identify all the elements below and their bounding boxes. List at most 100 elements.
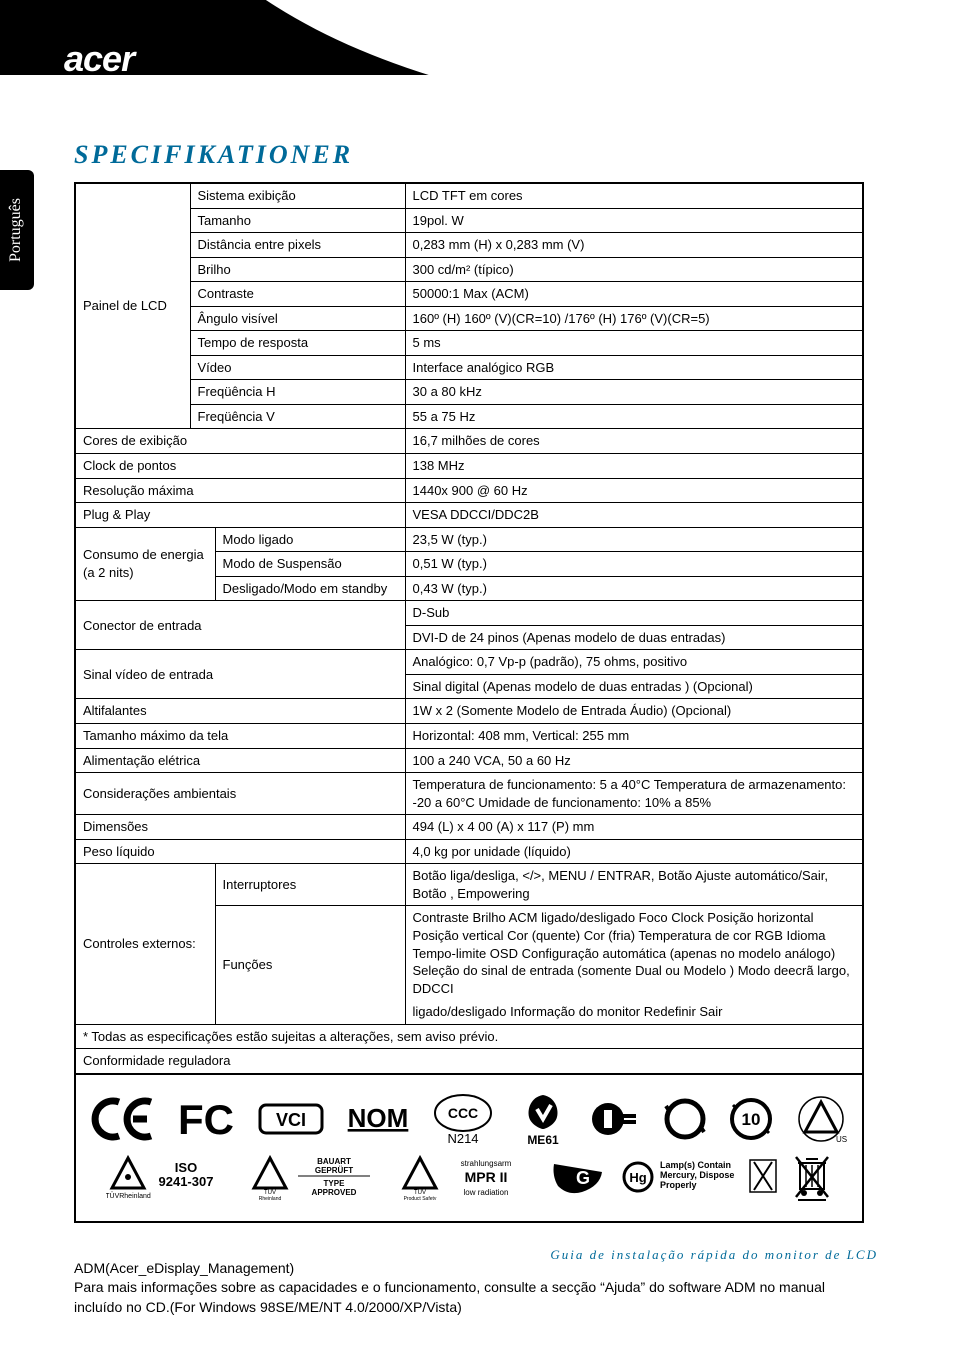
row-label: Controles externos:	[75, 864, 215, 1024]
row-label: Dimensões	[75, 815, 405, 840]
page-title: SPECIFIKATIONER	[74, 140, 864, 170]
ctick-icon: ME61	[515, 1091, 571, 1147]
row-value: Botão liga/desliga, </>, MENU / ENTRAR, …	[405, 864, 863, 906]
table-row: VídeoInterface analógico RGB	[75, 355, 863, 380]
svg-text:VCI: VCI	[276, 1110, 306, 1130]
svg-text:MPR II: MPR II	[465, 1169, 508, 1185]
table-row: Altifalantes1W x 2 (Somente Modelo de En…	[75, 699, 863, 724]
row-label: Consumo de energia (a 2 nits)	[75, 527, 215, 601]
row-value: 23,5 W (typ.)	[405, 527, 863, 552]
ce-icon	[89, 1096, 159, 1142]
fcc-icon: FC	[178, 1096, 238, 1142]
table-row: Sinal vídeo de entrada Analógico: 0,7 Vp…	[75, 650, 863, 675]
table-row: Alimentação elétrica100 a 240 VCA, 50 a …	[75, 748, 863, 773]
svg-text:NOM: NOM	[347, 1103, 408, 1133]
certifications-box: FC VCI NOM CCC N214 ME61 10 US TÜVRheinla…	[74, 1075, 864, 1223]
footnote-row: * Todas as especificações estão sujeitas…	[75, 1024, 863, 1049]
row-label: Tamanho máximo da tela	[75, 724, 405, 749]
row-label: Painel de LCD	[75, 183, 190, 429]
table-row: Tamanho19pol. W	[75, 208, 863, 233]
row-value: 100 a 240 VCA, 50 a 60 Hz	[405, 748, 863, 773]
plug-icon	[590, 1096, 642, 1142]
svg-text:FC: FC	[178, 1096, 234, 1142]
table-row: Clock de pontos138 MHz	[75, 454, 863, 479]
row-label: Clock de pontos	[75, 454, 405, 479]
svg-text:CCC: CCC	[448, 1105, 478, 1121]
row-value: VESA DDCCI/DDC2B	[405, 503, 863, 528]
svg-text:strahlungsarm: strahlungsarm	[461, 1159, 512, 1168]
compliance-label: Conformidade reguladora	[75, 1049, 863, 1074]
svg-text:APPROVED: APPROVED	[312, 1188, 357, 1197]
nom-icon: NOM	[344, 1097, 412, 1141]
row-value: 160º (H) 160º (V)(CR=10) /176º (H) 176º …	[405, 306, 863, 331]
row-value: 0,43 W (typ.)	[405, 576, 863, 601]
tuv-bauart-icon: TÜV Rheinland BAUART GEPRÜFT TYPE APPROV…	[248, 1154, 384, 1200]
svg-text:US: US	[836, 1135, 847, 1144]
table-row: Consumo de energia (a 2 nits) Modo ligad…	[75, 527, 863, 552]
row-value: Sinal digital (Apenas modelo de duas ent…	[405, 674, 863, 699]
svg-text:9241-307: 9241-307	[159, 1174, 214, 1189]
brand-logo: acer	[64, 38, 134, 80]
cert-row-1: FC VCI NOM CCC N214 ME61 10 US	[82, 1091, 856, 1147]
row-value: 494 (L) x 4 00 (A) x 117 (P) mm	[405, 815, 863, 840]
recycle-globe-icon	[662, 1096, 708, 1142]
row-value: LCD TFT em cores	[405, 183, 863, 208]
language-tab: Português	[0, 170, 34, 290]
svg-text:TÜV: TÜV	[264, 1189, 276, 1196]
row-label: Alimentação elétrica	[75, 748, 405, 773]
row-label: Conector de entrada	[75, 601, 405, 650]
row-label: Plug & Play	[75, 503, 405, 528]
row-value: Interface analógico RGB	[405, 355, 863, 380]
weee-icon	[792, 1153, 832, 1201]
row-sublabel: Ângulo visível	[190, 306, 405, 331]
row-sublabel: Interruptores	[215, 864, 405, 906]
svg-text:10: 10	[741, 1110, 760, 1129]
svg-text:N214: N214	[448, 1131, 479, 1146]
adm-desc: Para mais informações sobre as capacidad…	[74, 1278, 864, 1317]
row-value: 30 a 80 kHz	[405, 380, 863, 405]
row-value: 1W x 2 (Somente Modelo de Entrada Áudio)…	[405, 699, 863, 724]
table-row: Cores de exibição16,7 milhões de cores	[75, 429, 863, 454]
row-label: Considerações ambientais	[75, 773, 405, 815]
svg-text:BAUART: BAUART	[317, 1157, 351, 1166]
svg-text:TÜV: TÜV	[414, 1189, 426, 1196]
row-value: 5 ms	[405, 331, 863, 356]
svg-text:Mercury, Dispose: Mercury, Dispose	[660, 1170, 734, 1180]
table-row: Freqüência H30 a 80 kHz	[75, 380, 863, 405]
row-sublabel: Modo ligado	[215, 527, 405, 552]
svg-text:TYPE: TYPE	[324, 1179, 346, 1188]
svg-text:GEPRÜFT: GEPRÜFT	[315, 1166, 353, 1175]
row-value: 55 a 75 Hz	[405, 404, 863, 429]
row-value: DVI-D de 24 pinos (Apenas modelo de duas…	[405, 625, 863, 650]
row-value: 16,7 milhões de cores	[405, 429, 863, 454]
svg-text:TÜVRheinland: TÜVRheinland	[106, 1192, 151, 1200]
row-value: 0,283 mm (H) x 0,283 mm (V)	[405, 233, 863, 258]
svg-text:ME61: ME61	[527, 1133, 559, 1147]
row-value: Temperatura de funcionamento: 5 a 40°C T…	[405, 773, 863, 815]
row-value: 1440x 900 @ 60 Hz	[405, 478, 863, 503]
tuv-mpr-icon: TÜV Product Safety strahlungsarm MPR II …	[398, 1154, 534, 1200]
table-row: Tamanho máximo da telaHorizontal: 408 mm…	[75, 724, 863, 749]
bottom-text: ADM(Acer_eDisplay_Management) Para mais …	[74, 1259, 864, 1318]
footnote: * Todas as especificações estão sujeitas…	[75, 1024, 863, 1049]
row-sublabel: Sistema exibição	[190, 183, 405, 208]
row-value: Contraste Brilho ACM ligado/desligado Fo…	[405, 906, 863, 1000]
svg-text:low radiation: low radiation	[464, 1188, 509, 1197]
table-row: Contraste50000:1 Max (ACM)	[75, 282, 863, 307]
row-sublabel: Brilho	[190, 257, 405, 282]
svg-text:G: G	[576, 1168, 590, 1188]
gmark-icon: G	[548, 1156, 608, 1198]
row-value: 4,0 kg por unidade (líquido)	[405, 839, 863, 864]
row-value: 50000:1 Max (ACM)	[405, 282, 863, 307]
compliance-row: Conformidade reguladora	[75, 1049, 863, 1074]
table-row: Brilho300 cd/m² (típico)	[75, 257, 863, 282]
ccc-icon: CCC N214	[431, 1091, 495, 1147]
row-value: D-Sub	[405, 601, 863, 626]
svg-text:Lamp(s) Contain: Lamp(s) Contain	[660, 1160, 731, 1170]
table-row: Peso líquido4,0 kg por unidade (líquido)	[75, 839, 863, 864]
table-row: Conector de entrada D-Sub	[75, 601, 863, 626]
row-sublabel: Tempo de resposta	[190, 331, 405, 356]
vcci-icon: VCI	[258, 1099, 324, 1139]
language-label: Português	[7, 198, 25, 262]
row-label: Sinal vídeo de entrada	[75, 650, 405, 699]
